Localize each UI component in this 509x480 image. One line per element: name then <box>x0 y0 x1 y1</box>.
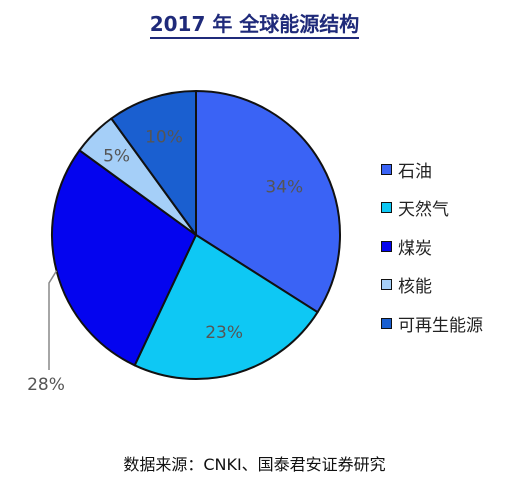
data-label-2: 23% <box>205 323 243 343</box>
legend-item-1: 石油 <box>381 150 483 189</box>
leader-line-3 <box>48 270 58 370</box>
pie-slice-3 <box>51 149 197 367</box>
data-label-4: 5% <box>103 147 130 167</box>
pie-slice-5 <box>110 90 197 236</box>
legend-swatch-3 <box>381 240 392 252</box>
data-label-3: 28% <box>27 375 65 395</box>
legend-label-1: 石油 <box>398 161 432 182</box>
legend-label-5: 可再生能源 <box>398 315 483 336</box>
legend-label-2: 天然气 <box>398 200 449 221</box>
legend-swatch-1 <box>381 163 392 175</box>
chart-title: 2017 年 全球能源结构 <box>149 12 360 39</box>
legend-item-3: 煤炭 <box>381 227 483 266</box>
chart-title-wrap: 2017 年 全球能源结构 <box>0 8 509 39</box>
chart-legend: 石油天然气煤炭核能可再生能源 <box>381 150 483 343</box>
legend-label-3: 煤炭 <box>398 238 432 259</box>
legend-swatch-2 <box>381 202 392 214</box>
source-note: 数据来源：CNKI、国泰君安证券研究 <box>123 455 386 474</box>
pie-slice-2 <box>133 234 319 380</box>
data-label-5: 10% <box>145 127 183 147</box>
legend-item-5: 可再生能源 <box>381 304 483 343</box>
legend-label-4: 核能 <box>398 277 432 298</box>
legend-swatch-5 <box>381 317 392 329</box>
legend-item-4: 核能 <box>381 266 483 305</box>
legend-swatch-4 <box>381 279 392 291</box>
data-label-1: 34% <box>265 177 303 197</box>
legend-item-2: 天然气 <box>381 189 483 228</box>
